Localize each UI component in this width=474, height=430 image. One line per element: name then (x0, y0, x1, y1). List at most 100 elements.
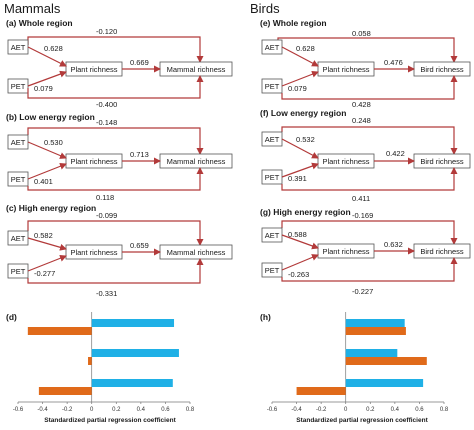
chart-h-bar-orange-2 (345, 357, 427, 365)
panel-c-pet-resp-arrow (27, 258, 204, 284)
panel-e-direct-arrow (277, 37, 458, 63)
panel-f-aet-plant-arrow (281, 138, 319, 159)
chart-d-tick-label: 0.2 (112, 407, 121, 413)
panel-b-aet-plant-arrow (27, 141, 67, 159)
panel-c-plant-resp: 0.659 (130, 241, 149, 250)
panel-f-pet-label: PET (265, 173, 280, 182)
chart-d-tick-label: 0.8 (186, 407, 195, 413)
panel-e-resp-label: Bird richness (420, 65, 464, 74)
panel-g-direct-arrow (281, 220, 458, 245)
panel-f-label: (f) Low energy region (260, 108, 346, 118)
panel-f: (f) Low energy region 0.248 AET PET Plan… (260, 108, 471, 203)
panel-a-direct: -0.120 (96, 27, 117, 36)
panel-e-pet-plant: 0.079 (288, 84, 307, 93)
panel-b-aet-plant: 0.530 (44, 138, 63, 147)
chart-h-bar-orange-1 (345, 327, 406, 335)
panel-a-pet-resp-arrow (27, 75, 204, 99)
chart-h-bar-blue-1 (345, 319, 405, 327)
panel-f-aet-plant: 0.532 (296, 135, 315, 144)
chart-h-bar-blue-3 (345, 379, 424, 387)
panel-c: (c) High energy region -0.099 AET PET Pl… (6, 203, 233, 298)
panel-b-label: (b) Low energy region (6, 112, 95, 122)
panel-f-pet-plant-arrow (281, 162, 319, 178)
chart-d-bar-orange-2 (88, 357, 92, 365)
panel-b-plant-resp: 0.713 (130, 150, 149, 159)
panel-e-label: (e) Whole region (260, 18, 327, 28)
panel-a-label: (a) Whole region (6, 18, 73, 28)
panel-c-resp-label: Mammal richness (167, 248, 226, 257)
chart-h-tick-label: 0 (344, 407, 348, 413)
panel-f-direct-arrow (281, 126, 458, 155)
panel-e-aet-label: AET (265, 43, 280, 52)
panel-c-pet-plant-arrow (27, 254, 67, 272)
panel-f-plant-label: Plant richness (322, 157, 369, 166)
panel-g-plant-resp: 0.632 (384, 240, 403, 249)
chart-h-tick-label: 0.2 (366, 407, 375, 413)
panel-g-aet-label: AET (265, 231, 280, 240)
panel-g-pet-resp: -0.227 (352, 287, 373, 296)
panel-a-aet-plant: 0.628 (44, 44, 63, 53)
panel-g-pet-plant: -0.263 (288, 270, 309, 279)
chart-d-bar-blue-3 (91, 379, 173, 387)
chart-d-tick-label: -0.4 (37, 407, 48, 413)
panel-f-aet-label: AET (265, 135, 280, 144)
panel-e-pet-label: PET (265, 82, 280, 91)
panel-b-aet-label: AET (11, 138, 26, 147)
panel-b-pet-resp-arrow (27, 167, 204, 191)
panel-g-pet-resp-arrow (281, 257, 458, 282)
panel-f-pet-resp-arrow (281, 167, 458, 191)
panel-a-aet-label: AET (11, 43, 26, 52)
chart-d-xlabel: Standardized partial regression coeffici… (44, 417, 176, 424)
panel-b-pet-plant-arrow (27, 162, 67, 180)
panel-c-direct-arrow (27, 220, 204, 246)
panel-f-pet-plant: 0.391 (288, 174, 307, 183)
chart-h-tick-label: -0.6 (267, 407, 278, 413)
chart-h-tick-label: -0.4 (291, 407, 302, 413)
panel-a-resp-label: Mammal richness (167, 65, 226, 74)
panel-b-plant-label: Plant richness (70, 157, 117, 166)
panel-c-aet-plant-arrow (27, 237, 67, 251)
panel-a-pet-resp: -0.400 (96, 100, 117, 109)
panel-b: (b) Low energy region -0.148 AET PET Pla… (6, 112, 233, 202)
panel-c-pet-resp: -0.331 (96, 289, 117, 298)
panel-a-pet-plant-arrow (27, 70, 67, 87)
chart-d-bar-blue-1 (91, 319, 175, 327)
panel-f-resp-label: Bird richness (420, 157, 464, 166)
chart-d-tick-label: -0.6 (13, 407, 24, 413)
chart-h-tick-label: -0.2 (316, 407, 327, 413)
panel-g-plant-label: Plant richness (322, 247, 369, 256)
chart-h-bar-orange-3 (296, 387, 346, 395)
chart-d: (d) Standardized partial regression coef… (6, 312, 195, 424)
panel-e-direct: 0.058 (352, 29, 371, 38)
panel-a-pet-label: PET (11, 82, 26, 91)
panel-e-aet-plant: 0.628 (296, 44, 315, 53)
chart-d-bar-orange-3 (38, 387, 92, 395)
panel-b-direct-arrow (27, 127, 204, 155)
chart-d-bar-orange-1 (27, 327, 92, 335)
chart-d-bar-blue-2 (91, 349, 179, 357)
chart-d-tick-label: -0.2 (62, 407, 73, 413)
panel-c-aet-plant: 0.582 (34, 231, 53, 240)
mammals-title: Mammals (4, 1, 61, 16)
chart-d-label: (d) (6, 312, 17, 322)
panel-b-pet-plant: 0.401 (34, 177, 53, 186)
panel-f-plant-resp: 0.422 (386, 149, 405, 158)
panel-c-aet-label: AET (11, 234, 26, 243)
chart-h-label: (h) (260, 312, 271, 322)
chart-h-bar-blue-2 (345, 349, 398, 357)
panel-c-pet-plant: -0.277 (34, 269, 55, 278)
panel-f-pet-resp: 0.411 (352, 194, 370, 203)
birds-title: Birds (250, 1, 280, 16)
panel-b-pet-label: PET (11, 175, 26, 184)
panel-a-pet-plant: 0.079 (34, 84, 53, 93)
chart-d-tick-label: 0.6 (161, 407, 170, 413)
panel-b-direct: -0.148 (96, 118, 117, 127)
chart-h-tick-label: 0.8 (440, 407, 449, 413)
panel-g-aet-plant-arrow (281, 234, 319, 250)
chart-h: (h) Standardized partial regression coef… (260, 312, 449, 424)
panel-a-plant-resp: 0.669 (130, 58, 149, 67)
chart-d-tick-label: 0 (90, 407, 94, 413)
panel-a-plant-label: Plant richness (70, 65, 117, 74)
panel-e-plant-label: Plant richness (322, 65, 369, 74)
